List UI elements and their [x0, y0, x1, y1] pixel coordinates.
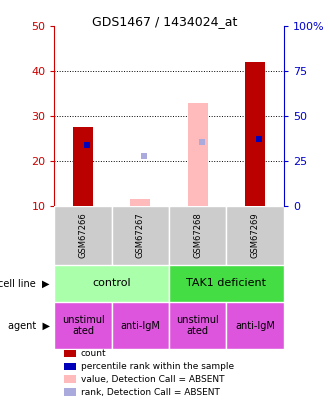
- Bar: [169, 264, 284, 302]
- Bar: [54, 264, 169, 302]
- Text: GSM67269: GSM67269: [250, 213, 260, 258]
- Text: value, Detection Call = ABSENT: value, Detection Call = ABSENT: [81, 375, 224, 384]
- Text: GDS1467 / 1434024_at: GDS1467 / 1434024_at: [92, 15, 238, 28]
- Text: count: count: [81, 349, 107, 358]
- Text: control: control: [92, 278, 131, 288]
- Bar: [112, 206, 169, 264]
- Text: GSM67266: GSM67266: [79, 213, 88, 258]
- Text: cell line  ▶: cell line ▶: [0, 278, 50, 288]
- Bar: [112, 302, 169, 349]
- Text: anti-IgM: anti-IgM: [235, 321, 275, 330]
- Text: percentile rank within the sample: percentile rank within the sample: [81, 362, 234, 371]
- Bar: [245, 62, 265, 206]
- Bar: [73, 128, 93, 206]
- Text: rank, Detection Call = ABSENT: rank, Detection Call = ABSENT: [81, 388, 220, 396]
- Bar: [226, 206, 284, 264]
- Bar: [226, 302, 284, 349]
- Bar: [54, 302, 112, 349]
- Bar: [188, 103, 208, 206]
- Bar: [130, 199, 150, 206]
- Bar: [169, 206, 226, 264]
- Bar: [64, 350, 76, 357]
- Bar: [169, 302, 226, 349]
- Text: agent  ▶: agent ▶: [8, 321, 50, 330]
- Text: TAK1 deficient: TAK1 deficient: [186, 278, 266, 288]
- Text: unstimul
ated: unstimul ated: [62, 315, 105, 337]
- Text: GSM67268: GSM67268: [193, 213, 202, 258]
- Text: anti-IgM: anti-IgM: [120, 321, 160, 330]
- Bar: [64, 388, 76, 396]
- Bar: [54, 206, 112, 264]
- Bar: [64, 362, 76, 370]
- Bar: [64, 375, 76, 383]
- Text: GSM67267: GSM67267: [136, 213, 145, 258]
- Text: unstimul
ated: unstimul ated: [177, 315, 219, 337]
